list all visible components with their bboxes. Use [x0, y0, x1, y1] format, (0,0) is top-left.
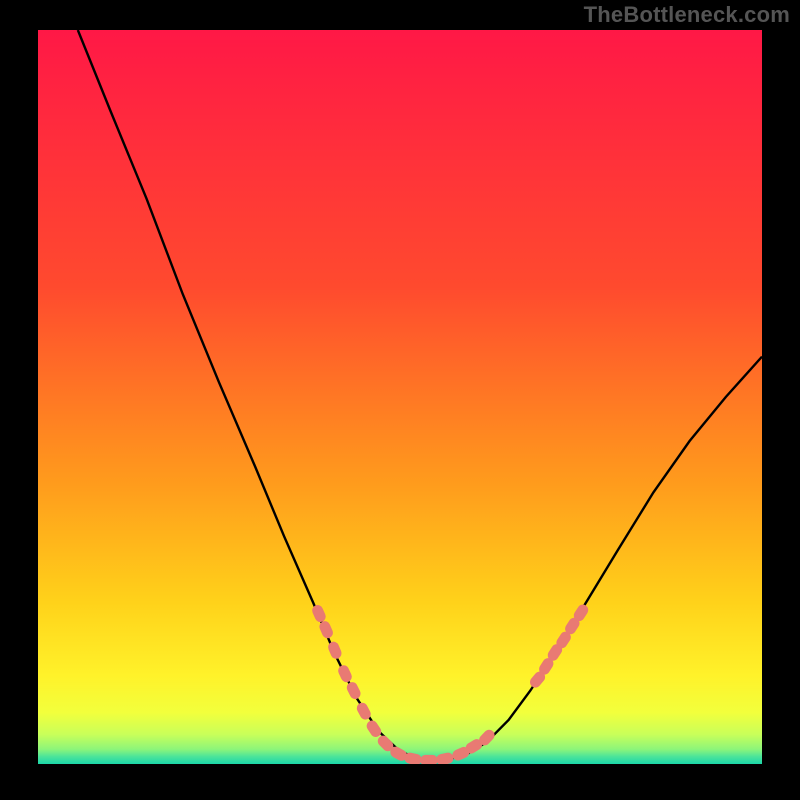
curve-marker [310, 603, 327, 624]
curve-marker [345, 680, 363, 701]
curve-marker [435, 752, 454, 764]
curve-marker [326, 640, 343, 661]
curve-marker [420, 755, 437, 764]
curve-marker [318, 619, 335, 640]
curve-svg [38, 30, 762, 764]
curve-marker [336, 663, 353, 684]
plot-area [38, 30, 762, 764]
curve-marker [365, 718, 384, 739]
chart-stage: TheBottleneck.com [0, 0, 800, 800]
curve-markers [310, 602, 590, 764]
watermark-text: TheBottleneck.com [584, 2, 790, 28]
bottleneck-curve [78, 30, 762, 760]
